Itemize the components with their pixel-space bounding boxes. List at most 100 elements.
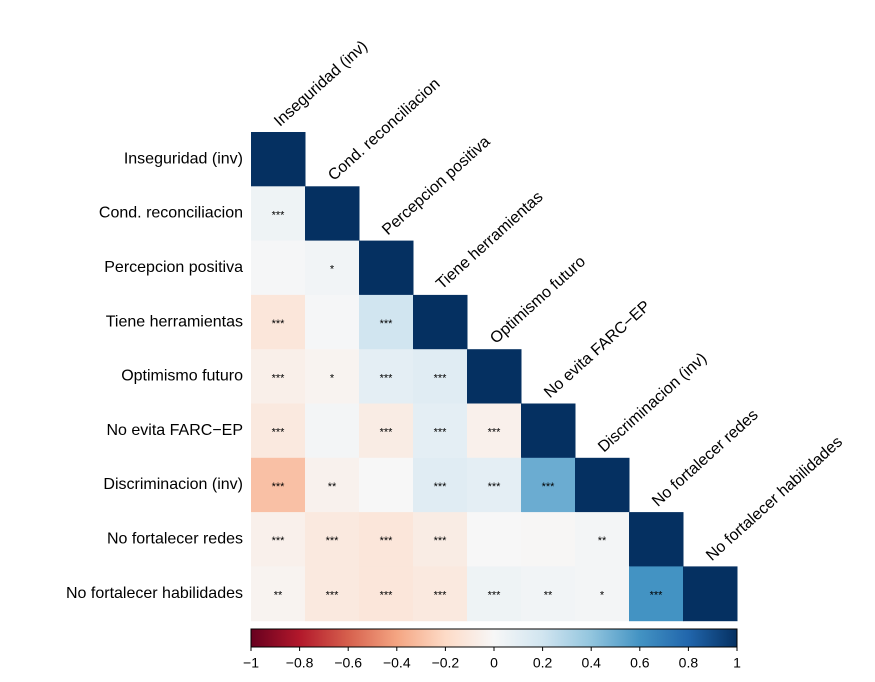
significance-label: *** [326, 589, 340, 601]
cell [413, 566, 468, 622]
row-label: Percepcion positiva [104, 259, 243, 276]
significance-label: *** [272, 318, 286, 330]
significance-label: *** [380, 372, 394, 384]
cell [251, 566, 306, 622]
significance-label: *** [380, 318, 394, 330]
significance-label: *** [380, 589, 394, 601]
column-label: No fortalecer redes [649, 407, 761, 511]
cell [521, 457, 576, 513]
row-label: Discriminacion (inv) [103, 476, 243, 493]
cell [305, 512, 360, 567]
significance-label: *** [380, 427, 394, 439]
cell [251, 186, 306, 242]
cell [413, 512, 468, 567]
row-label: No fortalecer redes [107, 530, 243, 547]
cell [305, 240, 360, 296]
significance-label: ** [598, 535, 607, 547]
cell [251, 457, 306, 513]
cell [521, 512, 576, 567]
cell [251, 403, 306, 459]
cell [305, 186, 360, 242]
significance-label: *** [434, 589, 448, 601]
row-label: Optimismo futuro [121, 368, 243, 385]
column-label: No evita FARC−EP [541, 298, 654, 402]
cell [413, 403, 468, 459]
cell [467, 512, 522, 567]
colorbar-tick-label: 1 [733, 655, 741, 671]
column-label: No fortalecer habilidades [703, 433, 846, 564]
cell [251, 512, 306, 567]
column-label: Inseguridad (inv) [271, 38, 371, 130]
row-label: No evita FARC−EP [107, 422, 244, 439]
cell [521, 403, 576, 459]
colorbar-tick-label: 0.8 [679, 655, 699, 671]
cell [683, 566, 738, 622]
row-label: Inseguridad (inv) [124, 150, 243, 167]
cell [575, 566, 630, 622]
colorbar [250, 628, 738, 648]
significance-label: *** [272, 535, 286, 547]
colorbar-tick-label: 0 [490, 655, 498, 671]
column-label: Percepcion positiva [379, 133, 494, 239]
cell [629, 566, 684, 622]
cell [251, 349, 306, 404]
cell [467, 457, 522, 513]
cell [521, 566, 576, 622]
cell [305, 349, 360, 404]
colorbar-tick-label: 0.2 [533, 655, 553, 671]
significance-label: *** [434, 372, 448, 384]
significance-label: *** [272, 481, 286, 493]
column-label: Tiene herramientas [433, 189, 546, 293]
significance-label: ** [544, 589, 553, 601]
significance-label: *** [488, 427, 502, 439]
column-label: Cond. reconciliacion [325, 75, 443, 184]
cell [359, 566, 414, 622]
cell [305, 294, 360, 350]
cell [251, 294, 306, 350]
cell [413, 294, 468, 350]
significance-label: *** [434, 535, 448, 547]
cell [575, 457, 630, 513]
cell [413, 457, 468, 513]
colorbar-tick-label: −0.6 [334, 655, 362, 671]
cell [305, 403, 360, 459]
cell [359, 403, 414, 459]
colorbar-tick-label: −0.8 [286, 655, 314, 671]
cell [251, 240, 306, 296]
colorbar-tick-label: 0.4 [581, 655, 601, 671]
column-label: Optimismo futuro [487, 253, 589, 347]
row-label: Cond. reconciliacion [99, 205, 243, 222]
cell [359, 349, 414, 404]
cell [629, 512, 684, 567]
significance-label: * [600, 589, 605, 601]
cell [251, 132, 306, 187]
significance-label: *** [380, 535, 394, 547]
cell [467, 403, 522, 459]
row-label: Tiene herramientas [106, 313, 243, 330]
cell [575, 512, 630, 567]
cell [359, 294, 414, 350]
significance-label: *** [272, 209, 286, 221]
colorbar-tick-label: −0.4 [383, 655, 411, 671]
significance-label: *** [542, 481, 556, 493]
colorbar-tick-label: 0.6 [630, 655, 650, 671]
cell [359, 240, 414, 296]
significance-label: ** [274, 589, 283, 601]
significance-label: *** [650, 589, 664, 601]
column-label: Discriminacion (inv) [595, 350, 710, 456]
colorbar-tick-label: −0.2 [432, 655, 460, 671]
significance-label: *** [434, 481, 448, 493]
significance-label: *** [488, 481, 502, 493]
significance-label: *** [272, 372, 286, 384]
cell [413, 349, 468, 404]
cell [467, 349, 522, 404]
significance-label: * [330, 264, 335, 276]
row-label: No fortalecer habilidades [66, 585, 243, 602]
cell [359, 457, 414, 513]
cell [467, 566, 522, 622]
significance-label: * [330, 372, 335, 384]
colorbar-tick-label: −1 [243, 655, 259, 671]
significance-label: *** [488, 589, 502, 601]
significance-label: *** [434, 427, 448, 439]
